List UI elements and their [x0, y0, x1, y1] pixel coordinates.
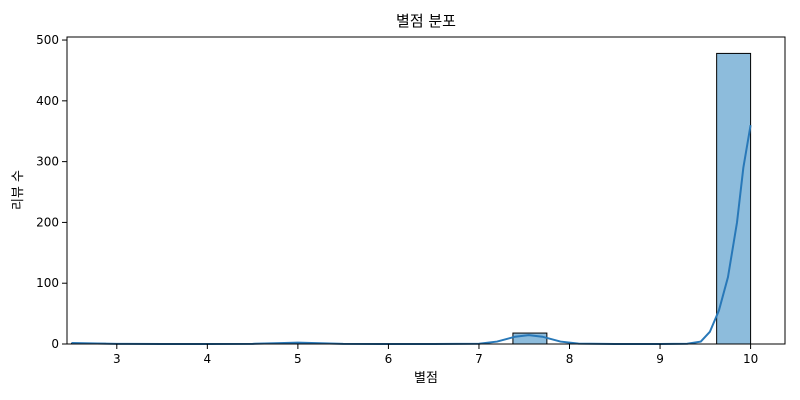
bars-layer [71, 52, 752, 345]
y-axis: 0 100 200 300 400 500 [36, 33, 67, 351]
y-tick-label: 200 [36, 215, 59, 229]
chart-title: 별점 분포 [396, 12, 456, 30]
x-axis-title: 별점 [414, 371, 438, 386]
kde-line [71, 124, 752, 345]
x-tick-label: 9 [656, 352, 664, 366]
plot-frame [66, 36, 786, 345]
x-tick-label: 4 [204, 352, 212, 366]
y-tick-label: 100 [36, 276, 59, 290]
x-tick-label: 3 [113, 352, 121, 366]
x-tick-label: 5 [294, 352, 302, 366]
x-tick-label: 8 [566, 352, 574, 366]
y-tick-label: 500 [36, 33, 59, 47]
x-tick-label: 6 [385, 352, 393, 366]
y-axis-title: 리뷰 수 [11, 170, 26, 210]
y-tick-label: 0 [51, 337, 59, 351]
y-tick-label: 400 [36, 94, 59, 108]
x-axis: 3 4 5 6 7 8 9 10 [113, 344, 758, 366]
x-tick-label: 10 [743, 352, 758, 366]
y-tick-label: 300 [36, 155, 59, 169]
kde-layer [71, 124, 752, 345]
x-tick-label: 7 [475, 352, 483, 366]
